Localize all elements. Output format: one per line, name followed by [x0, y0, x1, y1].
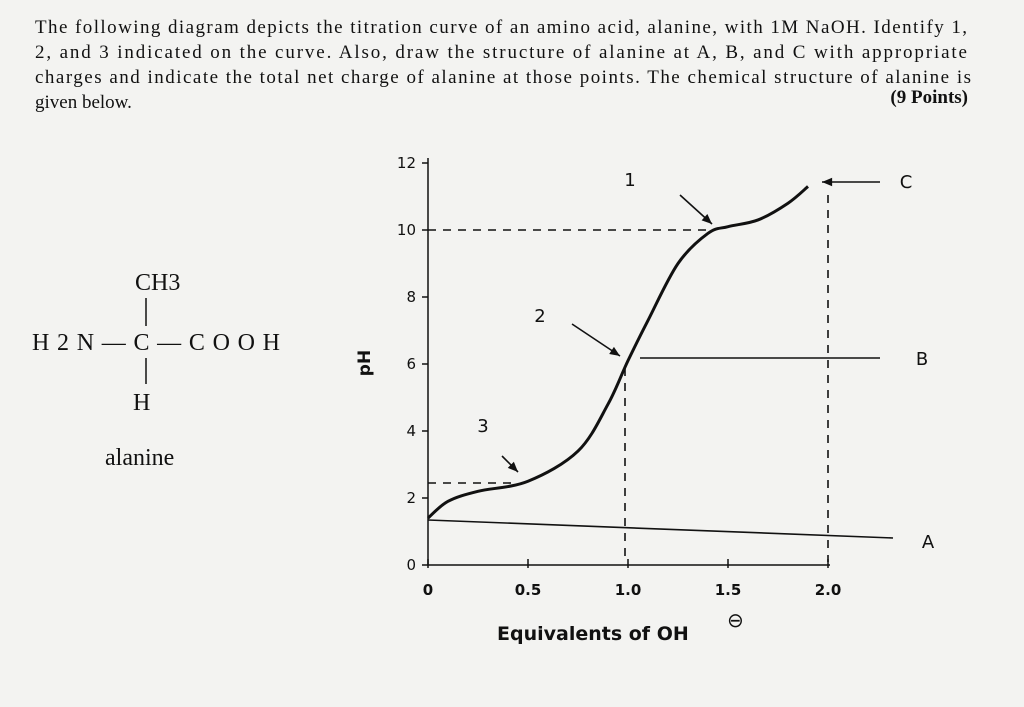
guide-line [427, 519, 894, 539]
y-tick-label: 0 [406, 556, 416, 574]
question-line: given below. [35, 92, 132, 113]
points: (9 Points) [890, 87, 968, 108]
annotation: 1 [624, 170, 635, 191]
arrow-head [609, 346, 620, 356]
x-tick-label: 0 [423, 581, 433, 599]
arrow-head [822, 177, 833, 187]
titration-curve [427, 185, 809, 520]
y-axis-label: pH [355, 350, 375, 376]
structure-middle: H2N—C—COOH [32, 330, 280, 356]
x-tick-label: 0.5 [515, 581, 542, 599]
x-axis-label: Equivalents of OH [497, 623, 689, 645]
question-line: The following diagram depicts the titrat… [35, 17, 967, 38]
question: The following diagram depicts the titrat… [35, 17, 971, 113]
structure-bottom: H [133, 390, 150, 416]
structure: CH3 H2N—C—COOH H alanine [32, 270, 280, 471]
annotation: C [900, 172, 913, 193]
x-tick-label: 2.0 [815, 581, 842, 599]
structure-name: alanine [105, 445, 174, 471]
arrow-head [701, 214, 712, 224]
y-tick-label: 4 [406, 422, 416, 440]
y-tick-label: 6 [406, 355, 416, 373]
y-tick-label: 2 [406, 489, 416, 507]
y-tick-label: 8 [406, 288, 416, 306]
question-line: charges and indicate the total net charg… [35, 67, 971, 88]
question-line: 2, and 3 indicated on the curve. Also, d… [35, 42, 967, 63]
x-tick-label: 1.5 [715, 581, 742, 599]
arrow-head [507, 461, 518, 472]
x-tick-label: 1.0 [615, 581, 642, 599]
annotation: 2 [534, 306, 545, 327]
annotation: 3 [477, 416, 488, 437]
y-tick-label: 12 [397, 154, 416, 172]
structure-top: CH3 [135, 270, 180, 296]
x-axis-label-superscript: ⊖ [727, 608, 744, 632]
annotation: B [916, 349, 928, 370]
annotation: A [922, 532, 935, 553]
y-tick-label: 10 [397, 221, 416, 239]
